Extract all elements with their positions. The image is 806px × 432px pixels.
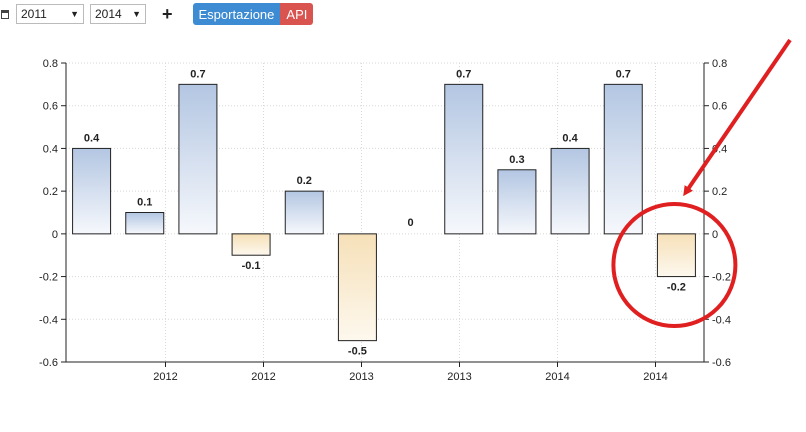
y-tick-label-right: -0.4 [712, 314, 731, 326]
bar [337, 233, 377, 342]
y-tick-label-left: 0 [52, 229, 58, 241]
y-tick-label-right: -0.6 [712, 357, 731, 369]
x-tick-label: 2013 [349, 371, 373, 383]
data-label: -0.2 [667, 282, 686, 294]
highlight-arrow [683, 38, 792, 197]
y-tick-label-left: 0.2 [43, 186, 58, 198]
axes: -0.6 -0.6-0.4 -0.4-0.2 -0.20 00.2 0.20.4 0.40.… [39, 58, 731, 383]
x-tick-label: 2014 [643, 371, 667, 383]
caret-down-icon: ▼ [132, 9, 141, 19]
y-tick-label-right: 0.8 [712, 58, 727, 70]
highlight-circle [611, 202, 738, 328]
end-year-value: 2014 [95, 7, 122, 21]
data-label: 0.1 [137, 197, 152, 209]
calendar-icon [1, 8, 11, 20]
x-tick-label: 2014 [545, 371, 569, 383]
y-tick-label-left: 0.4 [43, 143, 58, 155]
bar [231, 233, 271, 256]
data-labels: 0.4 0.1 0.7 -0.1 0.2 -0.5 0 0.7 0.3 0.4 0.7 -0.2 [84, 68, 686, 357]
caret-down-icon: ▼ [70, 9, 79, 19]
export-button-group: Esportazione API [192, 3, 314, 25]
y-tick-label-left: 0.8 [43, 58, 58, 70]
bar [497, 169, 537, 235]
bar [284, 190, 324, 235]
y-tick-label-right: 0.2 [712, 186, 727, 198]
bar [178, 83, 218, 235]
bar [125, 212, 165, 235]
data-label: 0.4 [84, 132, 100, 144]
start-year-value: 2011 [21, 7, 47, 21]
y-tick-label-left: -0.2 [39, 272, 58, 284]
data-label: 0.3 [509, 154, 524, 166]
y-tick-label-left: -0.4 [39, 314, 58, 326]
toolbar: 2011 ▼ 2014 ▼ + Esportazione API [0, 3, 314, 25]
bar [656, 233, 696, 278]
data-label: 0.7 [616, 68, 631, 80]
x-tick-label: 2013 [447, 371, 471, 383]
data-label: -0.5 [348, 346, 367, 358]
y-tick-label-left: 0.6 [43, 101, 58, 113]
data-label: 0.2 [297, 175, 312, 187]
bar [72, 147, 112, 235]
y-tick-label-right: 0 [712, 229, 718, 241]
bar [444, 83, 484, 235]
api-button[interactable]: API [280, 3, 314, 25]
bars [72, 83, 696, 342]
data-label: 0.7 [190, 68, 205, 80]
x-tick-label: 2012 [251, 371, 275, 383]
x-tick-label: 2012 [153, 371, 177, 383]
y-tick-label-left: -0.6 [39, 357, 58, 369]
data-label: 0.7 [456, 68, 471, 80]
annotation [611, 38, 792, 328]
export-button[interactable]: Esportazione [192, 3, 281, 25]
data-label: -0.1 [242, 260, 261, 272]
y-tick-label-right: -0.2 [712, 272, 731, 284]
y-tick-label-right: 0.6 [712, 101, 727, 113]
data-label: 0.4 [562, 132, 578, 144]
add-button[interactable]: + [162, 4, 173, 24]
bar [550, 147, 590, 235]
data-label: 0 [408, 217, 414, 229]
end-year-select[interactable]: 2014 ▼ [90, 4, 146, 24]
start-year-select[interactable]: 2011 ▼ [16, 4, 84, 24]
bar [603, 83, 643, 235]
